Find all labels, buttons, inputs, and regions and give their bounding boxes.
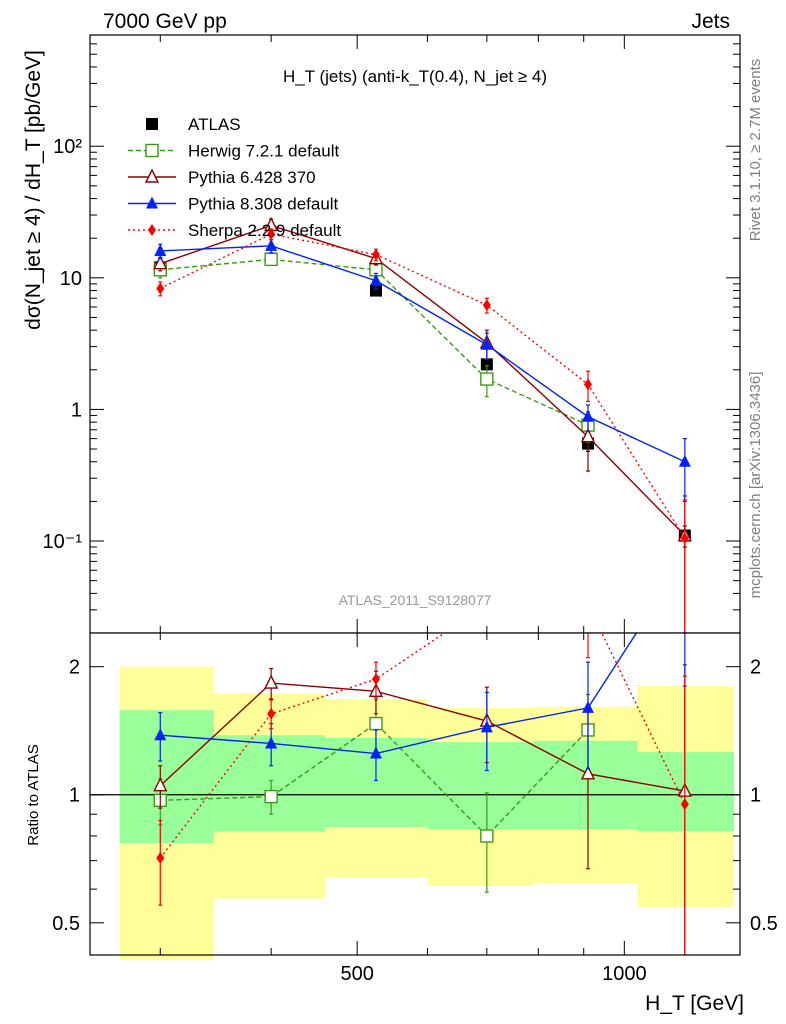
data-point: [369, 284, 382, 297]
ratio-series-layer: [153, 633, 692, 955]
data-point: [265, 238, 278, 251]
data-point: [153, 777, 168, 792]
x-axis-label: H_T [GeV]: [645, 992, 744, 1015]
data-point: [265, 736, 278, 749]
data-point: [580, 765, 596, 780]
data-point: [144, 168, 160, 183]
data-point: [583, 378, 592, 391]
series-1: [153, 252, 595, 444]
series-3: [154, 238, 691, 502]
ratio-y-tick-label: 0.5: [52, 913, 80, 935]
series-4: [156, 228, 689, 633]
data-point: [267, 707, 276, 720]
data-point: [154, 243, 167, 256]
ratio-y-axis-label: Ratio to ATLAS: [25, 744, 42, 845]
ratio-tick-labels: 0.5 0.5 1 1 2 2 500 1000: [52, 657, 778, 985]
data-point: [480, 829, 494, 843]
legend-label: Herwig 7.2.1 default: [188, 142, 339, 161]
data-point: [154, 728, 167, 741]
ratio-y-tick-label: 0.5: [750, 913, 778, 935]
ratio-y-tick-label: 2: [69, 657, 80, 679]
data-point: [148, 224, 156, 236]
legend-label: Sherpa 2.2.9 default: [188, 221, 341, 240]
mcplots-label: mcplots.cern.ch [arXiv:1306.3436]: [747, 372, 764, 599]
y-tick-label: 10: [60, 268, 82, 290]
data-point: [680, 532, 689, 545]
data-point: [480, 372, 494, 386]
data-point: [371, 248, 380, 261]
data-point: [146, 118, 158, 130]
series-line: [159, 233, 686, 539]
data-point: [146, 196, 158, 209]
x-tick-label: 1000: [602, 963, 647, 985]
series-3: [156, 633, 689, 955]
inner-band: [214, 735, 326, 832]
legend-entry: Herwig 7.2.1 default: [128, 142, 339, 161]
main-panel: 10⁻¹ 1 10 10² H_T (jets) (anti-k_T(0.4),…: [43, 34, 741, 634]
data-point: [156, 852, 165, 865]
data-point: [145, 143, 159, 158]
y-tick-label: 10⁻¹: [43, 531, 83, 553]
inner-band: [119, 710, 215, 844]
main-y-tick-labels: 10⁻¹ 1 10 10²: [43, 136, 83, 553]
data-point: [369, 273, 382, 286]
legend-label: Pythia 6.428 370: [188, 168, 316, 187]
data-point: [264, 674, 279, 689]
data-point: [371, 673, 380, 686]
legend-entry: Pythia 6.428 370: [128, 168, 316, 187]
data-point: [680, 798, 689, 811]
series-line: [159, 633, 686, 859]
legend-label: Pythia 8.308 default: [188, 195, 339, 214]
data-point: [482, 299, 491, 312]
rivet-label: Rivet 3.1.10, ≥ 2.7M events: [747, 59, 764, 242]
ratio-frame: [89, 632, 741, 956]
legend-entry: ATLAS: [146, 115, 241, 134]
legend-entry: Sherpa 2.2.9 default: [128, 221, 341, 240]
data-point: [581, 700, 594, 713]
ratio-y-tick-label: 1: [750, 785, 761, 807]
series-2: [154, 633, 687, 782]
ratio-y-tick-label: 2: [750, 657, 761, 679]
header-left-label: 7000 GeV pp: [103, 10, 227, 33]
series-line: [160, 245, 686, 463]
y-tick-label: 10²: [53, 136, 82, 158]
data-point: [580, 428, 596, 443]
data-point: [369, 746, 382, 759]
main-frame: [89, 34, 741, 634]
data-point: [153, 255, 168, 270]
legend-label: ATLAS: [188, 115, 241, 134]
main-axis-ticks: [90, 34, 740, 634]
data-point: [480, 337, 493, 350]
data-point: [156, 282, 165, 295]
watermark-label: ATLAS_2011_S9128077: [339, 592, 492, 608]
main-series-layer: [153, 216, 692, 633]
series-line: [159, 682, 685, 792]
y-axis-label: dσ(N_jet ≥ 4) / dH_T [pb/GeV]: [22, 50, 45, 330]
series-line: [160, 633, 638, 755]
data-point: [480, 720, 493, 733]
data-point: [267, 228, 276, 241]
header-right-label: Jets: [691, 10, 730, 33]
y-tick-label: 1: [71, 399, 82, 421]
ratio-panel: 0.5 0.5 1 1 2 2 500 1000: [52, 632, 778, 985]
inner-band: [427, 742, 534, 830]
data-point: [678, 454, 691, 467]
data-point: [369, 716, 383, 731]
series-line: [160, 722, 589, 837]
x-tick-label: 500: [340, 963, 373, 985]
legend: ATLAS Herwig 7.2.1 default Pythia 6.428 37…: [128, 115, 341, 240]
series-line: [160, 224, 686, 537]
data-point: [264, 252, 278, 267]
ratio-axis-ticks: [90, 633, 740, 955]
legend-entry: Pythia 8.308 default: [128, 195, 339, 214]
ratio-y-tick-label: 1: [69, 785, 80, 807]
chart-title: H_T (jets) (anti-k_T(0.4), N_jet ≥ 4): [283, 67, 547, 86]
data-point: [480, 358, 493, 371]
data-point: [264, 789, 278, 804]
series-0: [153, 693, 595, 893]
data-point: [581, 409, 594, 422]
inner-band: [533, 740, 638, 830]
